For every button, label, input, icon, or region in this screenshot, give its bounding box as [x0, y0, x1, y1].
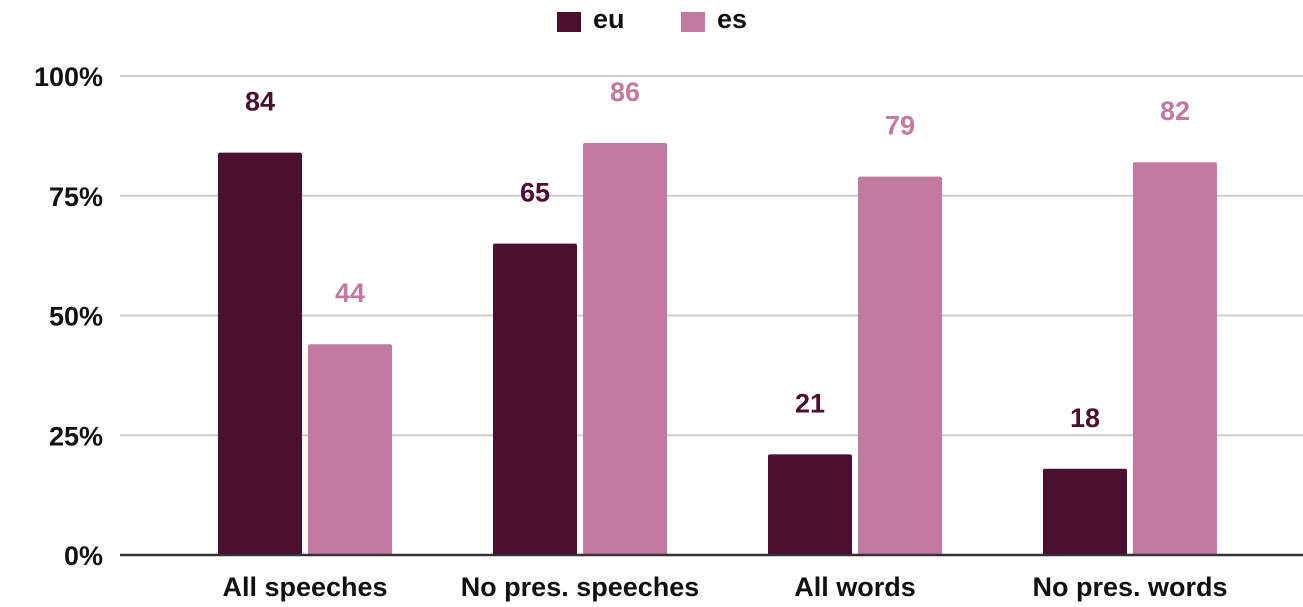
bar-es-0 — [308, 344, 392, 555]
bar-eu-0 — [218, 152, 302, 555]
data-labels: 84 44 65 86 21 79 18 82 — [245, 77, 1190, 433]
data-label-es-3: 82 — [1160, 96, 1190, 126]
data-label-es-1: 86 — [610, 77, 640, 107]
y-tick-label: 0% — [64, 541, 103, 571]
legend: eu es — [557, 4, 747, 34]
bar-eu-2 — [768, 454, 852, 555]
x-tick-label: All speeches — [222, 572, 387, 602]
data-label-es-0: 44 — [335, 278, 365, 308]
data-label-eu-3: 18 — [1070, 403, 1100, 433]
y-tick-label: 50% — [49, 302, 103, 332]
bar-es-2 — [858, 176, 942, 555]
bar-es-1 — [583, 143, 667, 555]
legend-swatch-eu — [557, 12, 581, 32]
y-tick-label: 25% — [49, 421, 103, 451]
bars — [218, 143, 1217, 555]
x-tick-label: No pres. words — [1032, 572, 1227, 602]
y-tick-label: 75% — [49, 182, 103, 212]
legend-swatch-es — [681, 12, 705, 32]
bar-eu-1 — [493, 243, 577, 555]
axes: 0% 25% 50% 75% 100% All speeches No pres. spee… — [34, 62, 1303, 602]
data-label-eu-2: 21 — [795, 388, 825, 418]
x-tick-label: All words — [794, 572, 916, 602]
bar-es-3 — [1133, 162, 1217, 555]
legend-label-eu: eu — [593, 4, 625, 34]
gridlines — [120, 75, 1303, 437]
data-label-eu-0: 84 — [245, 87, 275, 117]
bar-eu-3 — [1043, 468, 1127, 555]
legend-label-es: es — [717, 4, 747, 34]
y-tick-label: 100% — [34, 62, 103, 92]
data-label-eu-1: 65 — [520, 178, 550, 208]
data-label-es-2: 79 — [885, 111, 915, 141]
x-tick-label: No pres. speeches — [461, 572, 700, 602]
